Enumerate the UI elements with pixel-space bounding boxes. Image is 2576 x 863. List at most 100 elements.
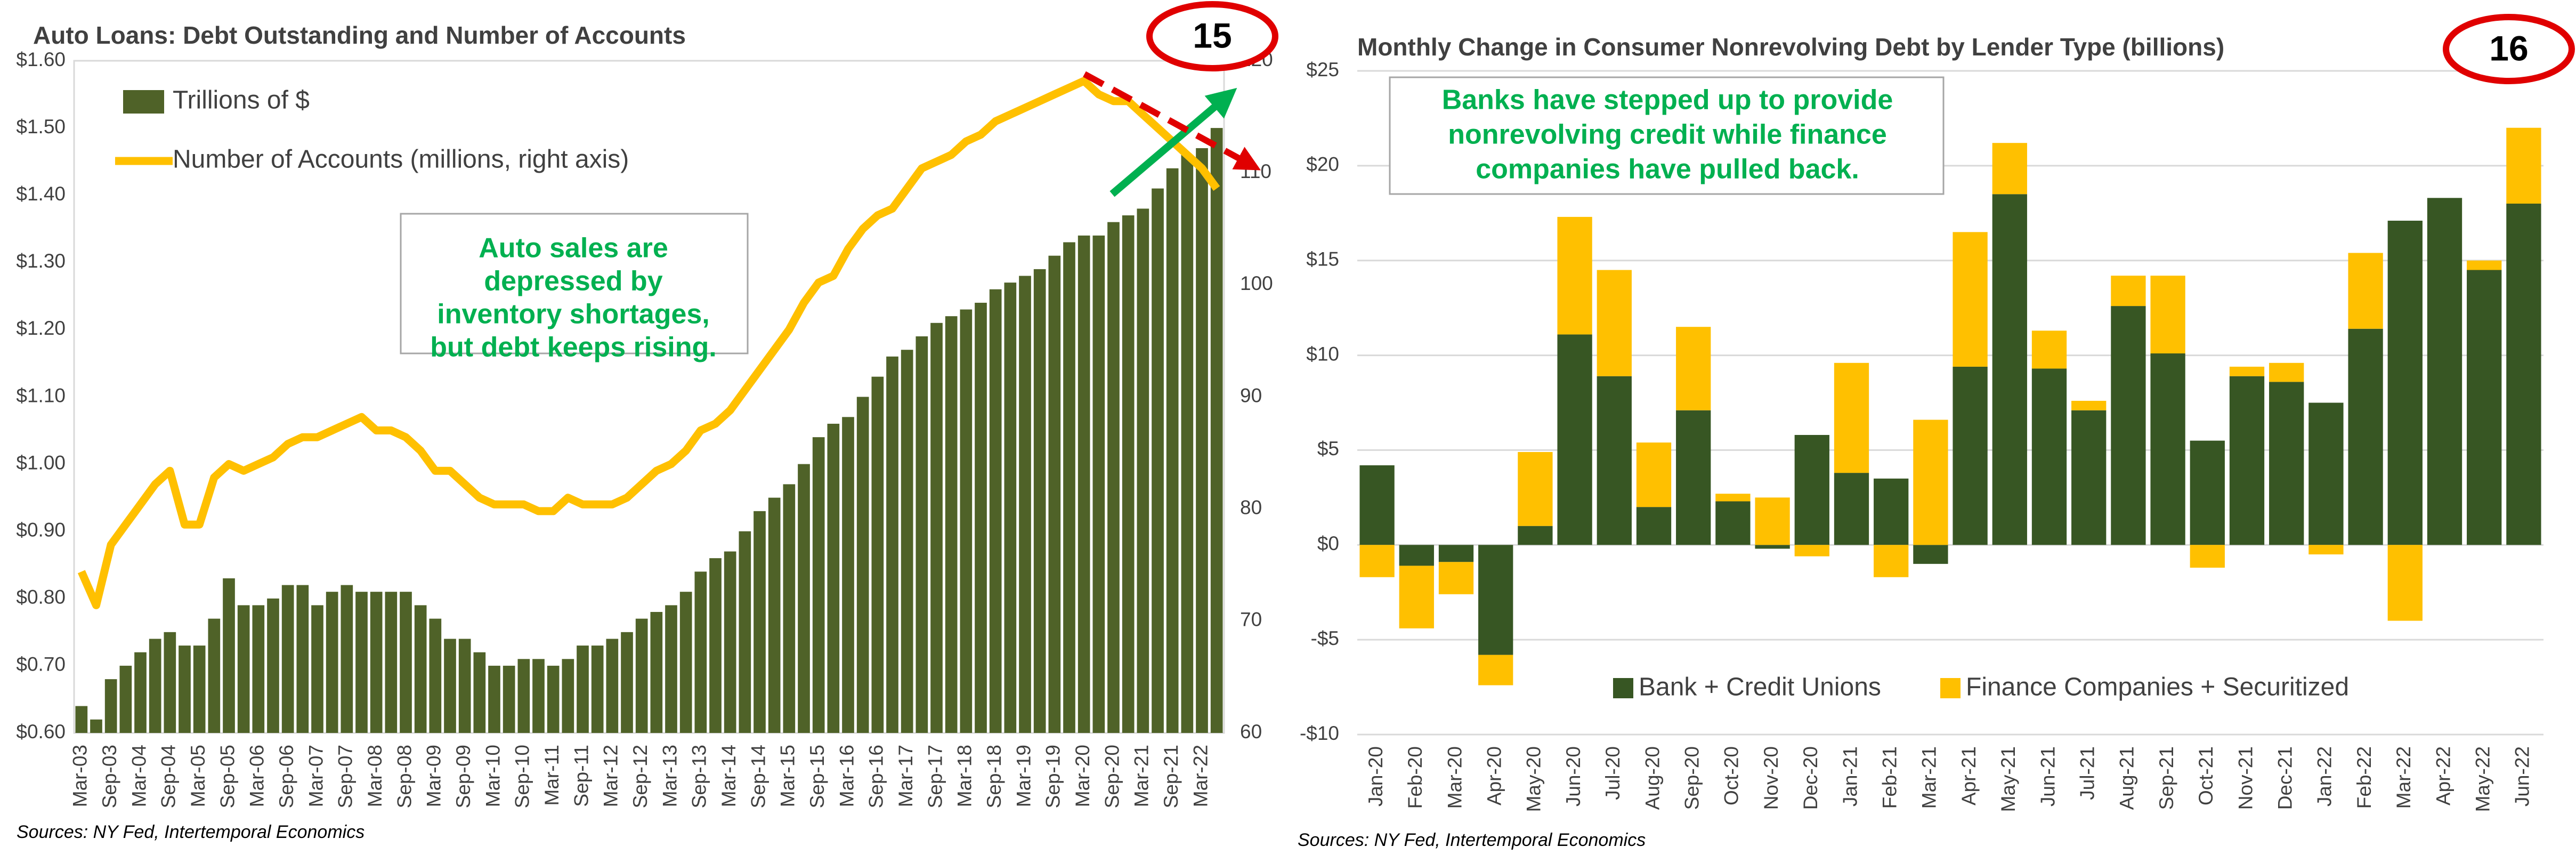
bar: [1122, 215, 1135, 733]
x-tick-label: Mar-11: [541, 745, 563, 805]
bar: [783, 484, 796, 733]
x-tick-label: Sep-20: [1101, 745, 1123, 808]
y-tick-label: $15: [1306, 248, 1339, 270]
bar: [1166, 168, 1179, 733]
bar-segment: [1438, 562, 1474, 594]
x-tick-label: Sep-07: [335, 745, 357, 808]
bar-segment: [1676, 410, 1711, 545]
bar-segment: [1874, 478, 1909, 545]
bar: [400, 592, 412, 733]
bar-segment: [2190, 440, 2225, 545]
bar: [237, 605, 250, 733]
annotation-box: [1389, 76, 1945, 195]
y-tick-label: $0.70: [16, 654, 66, 675]
bar: [311, 605, 323, 733]
bar-segment: [2348, 253, 2383, 329]
bar: [754, 511, 766, 733]
trend-arrow: [1109, 87, 1237, 197]
x-tick-label: Mar-17: [895, 745, 917, 807]
bar: [134, 652, 147, 733]
y2-tick-label: 60: [1240, 721, 1262, 743]
bar-segment: [2031, 330, 2067, 369]
x-tick-label: Feb-20: [1404, 746, 1426, 809]
bar: [444, 639, 456, 733]
bar: [768, 497, 781, 733]
x-tick-label: May-21: [1997, 746, 2019, 812]
x-tick-label: Mar-05: [187, 745, 209, 807]
bar-segment: [2071, 400, 2107, 410]
bar-segment: [2348, 328, 2383, 545]
x-tick-label: Apr-20: [1483, 746, 1505, 805]
bar-segment: [1715, 501, 1751, 545]
bar: [856, 397, 869, 733]
bar: [370, 592, 383, 733]
bar: [886, 356, 898, 733]
x-tick-label: Dec-20: [1800, 746, 1821, 810]
y-tick-label: $0.90: [16, 519, 66, 541]
bar: [1004, 283, 1017, 733]
bar: [517, 659, 530, 733]
bar-segment: [2467, 260, 2502, 270]
bar: [650, 612, 663, 733]
bar: [75, 706, 88, 733]
x-tick-label: May-22: [2472, 746, 2493, 812]
bar: [842, 417, 854, 733]
y-tick-label: $20: [1306, 154, 1339, 175]
y2-tick-label: 90: [1240, 384, 1262, 406]
badge-circle: [2443, 14, 2575, 84]
x-tick-label: Jun-21: [2037, 746, 2059, 806]
y-tick-label: -$10: [1300, 722, 1339, 744]
bar-segment: [1874, 545, 1909, 577]
x-tick-label: Mar-21: [1131, 745, 1153, 807]
bar-segment: [1715, 494, 1751, 502]
bar: [1078, 235, 1090, 733]
bar: [104, 679, 117, 733]
x-tick-label: Sep-04: [158, 745, 180, 808]
annotation-text: Banks have stepped up to provide: [1442, 85, 1893, 116]
x-tick-label: Feb-21: [1878, 746, 1900, 809]
x-tick-label: Aug-20: [1641, 746, 1663, 810]
bar: [296, 585, 309, 733]
x-tick-label: Mar-08: [364, 745, 386, 807]
line-series: [77, 77, 1220, 609]
x-tick-label: Sep-20: [1681, 746, 1703, 810]
legend-label: Number of Accounts (millions, right axis…: [173, 146, 629, 174]
chart-title: Monthly Change in Consumer Nonrevolving …: [1357, 33, 2224, 61]
bar-segment: [2269, 382, 2304, 545]
x-tick-label: Mar-09: [423, 745, 445, 807]
x-tick-label: Sep-08: [393, 745, 415, 808]
bar: [798, 464, 810, 733]
annotation-text: depressed by: [484, 266, 662, 297]
legend-swatch: [123, 90, 164, 114]
bar: [1210, 128, 1223, 733]
bar: [341, 585, 353, 733]
bar: [208, 618, 221, 733]
x-tick-label: Mar-15: [777, 745, 799, 807]
y-tick-label: -$5: [1311, 627, 1339, 649]
bar: [1033, 269, 1046, 733]
bar-segment: [1953, 232, 1988, 367]
bar-segment: [1636, 442, 1672, 507]
bar-segment: [1478, 545, 1513, 655]
bar: [606, 639, 619, 733]
bar: [193, 646, 206, 733]
x-tick-label: May-20: [1523, 746, 1545, 812]
badge-circle: [1146, 1, 1278, 71]
x-tick-label: Mar-19: [1012, 745, 1034, 807]
chart-title: Auto Loans: Debt Outstanding and Number …: [33, 21, 686, 49]
bar-segment: [1518, 526, 1553, 545]
y2-tick-label: 80: [1240, 496, 1262, 518]
bar: [812, 437, 825, 733]
legend-swatch: [1940, 678, 1961, 698]
bar: [960, 309, 973, 733]
x-tick-label: Mar-06: [246, 745, 268, 807]
y-tick-label: $0.60: [16, 721, 66, 743]
bar: [945, 316, 958, 733]
bar-segment: [1676, 327, 1711, 410]
x-tick-label: Sep-13: [688, 745, 710, 808]
x-tick-label: Sep-09: [452, 745, 474, 808]
legend-swatch: [1613, 678, 1633, 698]
bar: [385, 592, 398, 733]
annotation-text: companies have pulled back.: [1476, 154, 1859, 185]
